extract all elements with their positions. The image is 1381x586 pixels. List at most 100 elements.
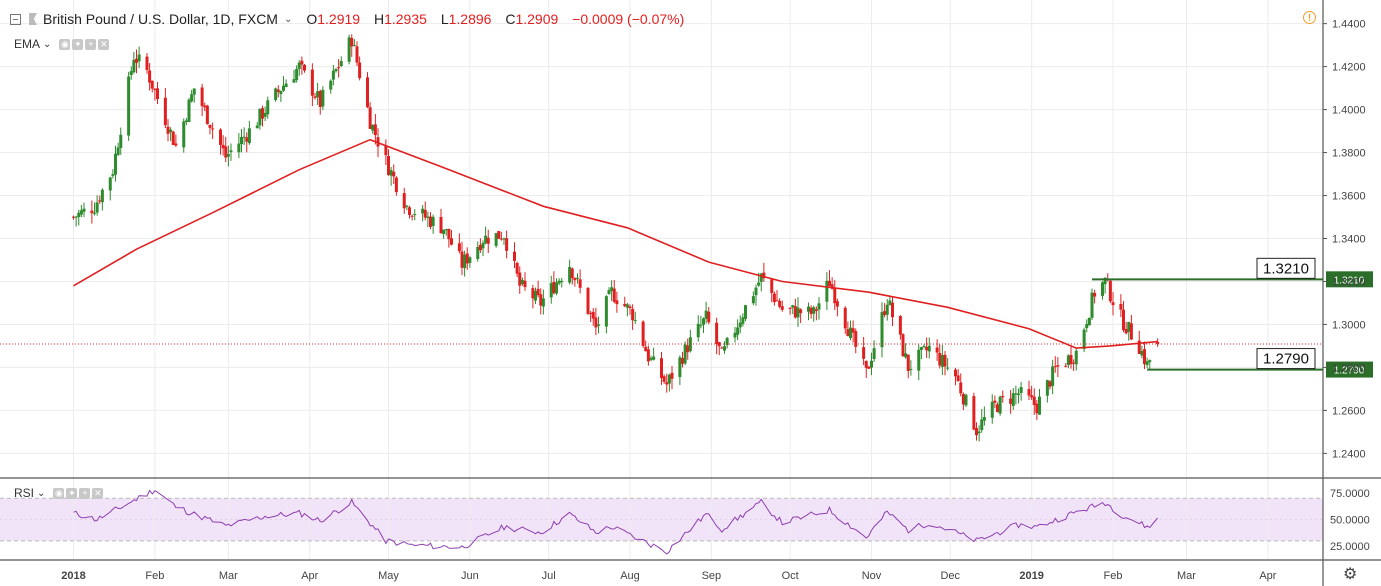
candle-body [421, 208, 425, 214]
candle-body [555, 282, 558, 294]
candle-body [541, 298, 545, 307]
settings-icon[interactable]: ✦ [72, 38, 84, 50]
candle-body [77, 212, 81, 218]
candle-body [717, 342, 721, 347]
plus-icon[interactable]: + [79, 487, 91, 499]
candle-body [604, 296, 608, 327]
high-value: 1.2935 [384, 11, 427, 27]
candle-body [1090, 292, 1094, 318]
candle-body [316, 91, 320, 98]
chevron-down-icon[interactable]: ⌄ [43, 38, 52, 50]
candle-body [481, 242, 485, 249]
close-icon[interactable]: ✕ [98, 38, 110, 50]
candle-body [646, 349, 650, 362]
chevron-down-icon[interactable]: ⌄ [37, 487, 46, 499]
eye-icon[interactable]: ◉ [53, 487, 65, 499]
candle-body [846, 329, 850, 337]
candle-body [568, 267, 572, 283]
ema-line [73, 138, 1158, 349]
x-tick-label: Feb [1104, 570, 1123, 582]
candle-body [683, 344, 687, 364]
flag-icon[interactable] [29, 13, 37, 25]
rsi-label[interactable]: RSI [14, 486, 35, 500]
candle-body [796, 307, 800, 318]
candle-body [644, 346, 648, 352]
candle-body [835, 301, 839, 307]
x-tick-label: Feb [145, 570, 164, 582]
candle-body [557, 280, 561, 284]
y-tick-label: 1.3600 [1332, 191, 1366, 203]
candle-body [825, 280, 829, 302]
candle-body [828, 280, 831, 287]
symbol-title[interactable]: British Pound / U.S. Dollar, 1D, FXCM [43, 11, 278, 27]
candle-body [793, 306, 797, 318]
candle-body [93, 212, 96, 214]
alert-icon[interactable]: ! [1303, 11, 1316, 24]
candle-body [872, 348, 876, 360]
candle-body [261, 108, 264, 119]
candle-body [135, 58, 138, 63]
candle-body [426, 216, 430, 218]
eye-icon[interactable]: ◉ [59, 38, 71, 50]
candle-body [678, 357, 682, 377]
candle-body [909, 368, 913, 370]
candle-body [237, 143, 241, 153]
candle-body [696, 323, 700, 338]
gear-icon[interactable]: ⚙ [1343, 566, 1358, 583]
candles [72, 34, 1160, 442]
x-tick-label: Jun [461, 570, 479, 582]
open-value: 1.2919 [317, 11, 361, 27]
candle-body [904, 353, 908, 358]
candle-body [192, 88, 196, 95]
candle-body [394, 177, 398, 193]
plus-icon[interactable]: + [85, 38, 97, 50]
candle-body [72, 216, 75, 218]
y-tick-label: 1.2400 [1332, 448, 1366, 460]
settings-icon[interactable]: ✦ [66, 487, 78, 499]
candle-body [111, 174, 115, 176]
candle-body [366, 77, 369, 108]
candle-body [1053, 366, 1057, 368]
candle-body [350, 38, 354, 47]
candle-body [389, 170, 393, 176]
candle-body [266, 100, 270, 115]
collapse-icon[interactable] [10, 13, 21, 25]
candle-body [539, 294, 543, 306]
candle-body [465, 253, 469, 264]
candle-body [662, 376, 666, 382]
x-tick-label: Dec [940, 570, 960, 582]
candle-body [313, 96, 317, 98]
candle-body [885, 304, 889, 315]
candle-body [90, 210, 94, 214]
candle-body [610, 287, 614, 292]
candle-body [1108, 280, 1112, 302]
candle-body [358, 62, 362, 79]
y-tick-label: 1.4400 [1332, 19, 1366, 31]
candle-body [1011, 393, 1015, 406]
candle-body [594, 317, 598, 328]
candle-body [1124, 328, 1128, 334]
candle-body [961, 394, 965, 405]
candle-body [331, 70, 335, 80]
candle-body [1111, 302, 1115, 306]
candle-body [809, 307, 813, 315]
candle-body [854, 331, 858, 347]
candle-body [1066, 355, 1070, 365]
candle-body [607, 290, 611, 295]
candle-body [1001, 395, 1005, 398]
candle-body [1009, 398, 1013, 404]
ema-label[interactable]: EMA [14, 37, 41, 51]
candle-body [1038, 396, 1041, 415]
candle-body [245, 137, 249, 142]
candle-body [940, 355, 944, 367]
ema-legend: EMA ⌄ ◉ ✦ + ✕ [14, 37, 110, 51]
candle-body [463, 254, 467, 269]
candle-body [788, 307, 792, 309]
candle-body [702, 318, 705, 325]
chevron-down-icon[interactable]: ⌄ [283, 13, 293, 25]
candle-body [413, 214, 417, 216]
candle-body [200, 87, 204, 107]
close-icon[interactable]: ✕ [92, 487, 104, 499]
candle-body [334, 69, 338, 72]
